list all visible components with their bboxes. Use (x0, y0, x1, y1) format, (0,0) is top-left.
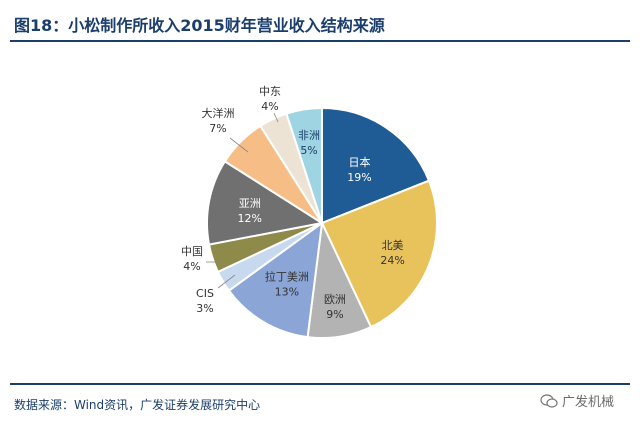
slice-value-label: 19% (347, 171, 371, 184)
title-divider (10, 40, 630, 42)
slice-value-label: 13% (275, 285, 299, 298)
slice-label: 大洋洲 (202, 106, 235, 120)
slice-label: CIS (196, 287, 214, 300)
leader-line (273, 112, 279, 123)
pie-chart: 日本 19% 北美 24% 欧洲 9% 拉丁美洲 13% CIS 3% 中国 4% 亚洲 12% 大洋洲 7%… (181, 85, 438, 339)
slice-value-label: 7% (209, 122, 226, 135)
slice-label: 中国 (181, 245, 203, 258)
slice-value-label: 4% (183, 260, 200, 273)
slice-label: 非洲 (298, 129, 320, 142)
pie-slice (206, 159, 325, 246)
slice-value-label: 4% (261, 100, 278, 113)
slice-label: 亚洲 (239, 197, 261, 210)
footer-divider (10, 383, 630, 385)
watermark: 广发机械 (540, 391, 614, 410)
leader-line (229, 137, 249, 153)
slice-label: 欧洲 (324, 293, 346, 306)
page-title: 图18：小松制作所收入2015财年营业收入结构来源 (14, 16, 385, 35)
slice-label: 中东 (259, 85, 281, 98)
slice-label: 北美 (382, 239, 404, 252)
watermark-text: 广发机械 (562, 395, 615, 410)
slice-value-label: 3% (196, 302, 213, 315)
slice-value-label: 12% (237, 212, 261, 225)
slice-label: 日本 (348, 155, 370, 169)
pie-slices (206, 106, 438, 339)
pie-slice (227, 220, 324, 339)
slice-value-label: 9% (326, 308, 343, 321)
slice-value-label: 24% (380, 254, 404, 267)
leader-lines (206, 112, 279, 289)
leader-line (217, 274, 236, 289)
source-note: 数据来源：Wind资讯，广发证券发展研究中心 (14, 398, 261, 412)
slice-value-label: 5% (300, 144, 317, 157)
chat-bubble-icon (540, 393, 558, 408)
pie-slice (320, 179, 438, 329)
pie-slice (321, 106, 431, 225)
pie-slice (285, 106, 323, 224)
slice-label: 拉丁美洲 (265, 269, 309, 283)
slice-labels: 日本 19% 北美 24% 欧洲 9% 拉丁美洲 13% CIS 3% 中国 4% 亚洲 12% 大洋洲 7%… (181, 85, 405, 321)
